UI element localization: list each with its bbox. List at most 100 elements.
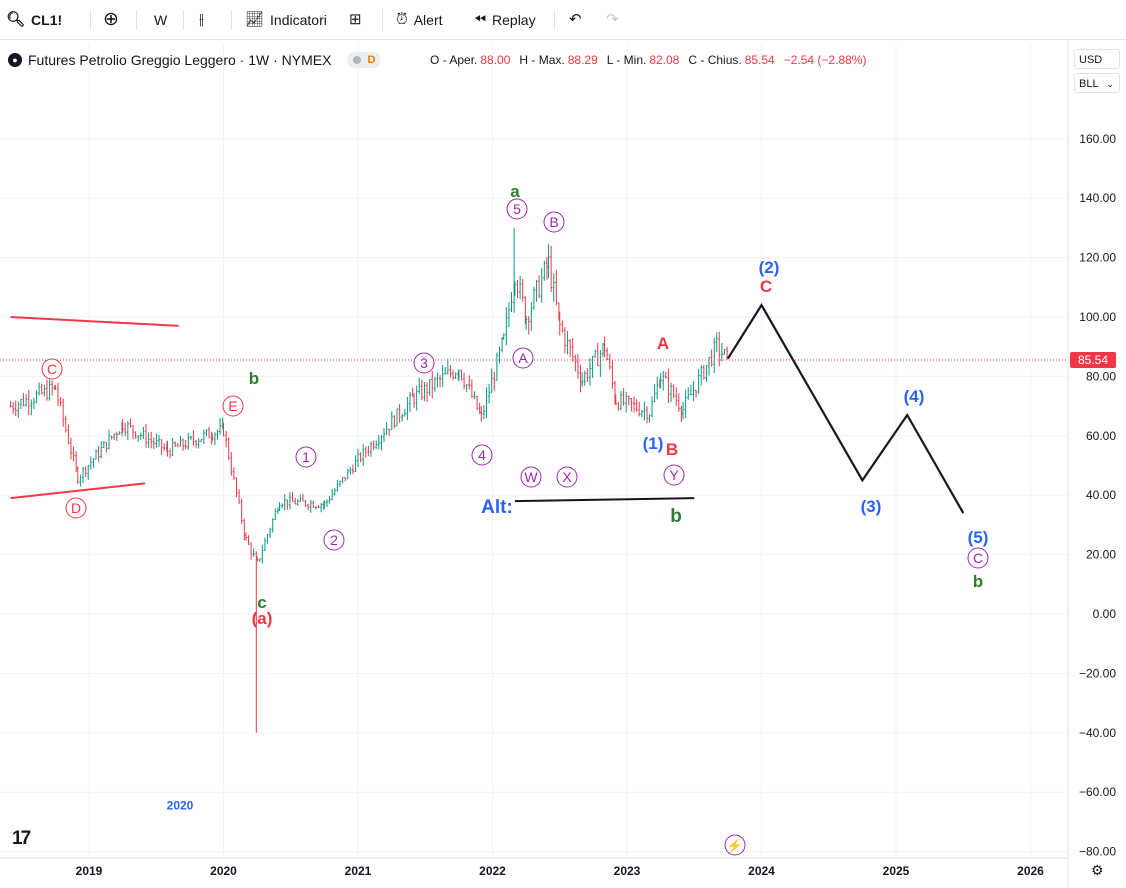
low-label: L - Min. (606, 53, 647, 67)
trendline (10, 482, 146, 500)
wave-label: (1) (643, 434, 664, 453)
symbol-search[interactable]: 🔍︎ CL1! (6, 8, 62, 32)
wave-label: (a) (252, 609, 273, 628)
indicators-button[interactable]: 📈︎ Indicatori (245, 8, 327, 32)
projection-path (726, 302, 965, 514)
trendline (10, 316, 179, 327)
replay-button[interactable]: ⏪︎ Replay (474, 8, 536, 32)
search-icon: 🔍︎ (6, 11, 26, 28)
wave-label: 3 (420, 355, 428, 371)
indicators-label: Indicatori (270, 12, 327, 28)
wave-label-circle (512, 347, 534, 369)
price-tick-label: −80.00 (1079, 845, 1116, 859)
wave-label: 2020 (167, 798, 194, 812)
time-tick-label: 2020 (210, 864, 237, 878)
status-dot (353, 56, 362, 64)
wave-label: Y (669, 467, 679, 483)
price-tick-label: 60.00 (1086, 429, 1116, 443)
chart-type-button[interactable]: ⫲ (199, 8, 204, 32)
alert-label: Alert (413, 12, 443, 28)
replay-label: Replay (492, 12, 536, 28)
wave-label-circle (295, 446, 317, 468)
chart-grid (0, 44, 1068, 858)
wave-label: (3) (861, 497, 882, 516)
undo-icon: ↶ (569, 11, 582, 28)
wave-label: X (562, 469, 572, 485)
rewind-icon: ⏪︎ (474, 11, 487, 28)
toolbar-divider (90, 10, 91, 30)
compare-button[interactable]: ⊕ (103, 8, 119, 32)
redo-button[interactable]: ↷ (606, 8, 619, 32)
wave-label: a (510, 182, 520, 201)
low-value: 82.08 (649, 53, 680, 67)
interval-button[interactable]: W (154, 8, 167, 32)
symbol-legend: ● Futures Petrolio Greggio Leggero · 1W … (8, 50, 382, 70)
price-tick-label: 140.00 (1079, 191, 1116, 205)
toolbar-divider (554, 10, 555, 30)
open-label: O - Aper. (430, 53, 478, 67)
indicators-icon: 📈︎ (245, 11, 265, 28)
close-value: 85.54 (744, 53, 775, 67)
wave-label-circle (222, 395, 244, 417)
toolbar-divider (136, 10, 137, 30)
market-status-pill[interactable]: D (347, 52, 382, 68)
wave-label: (4) (904, 387, 925, 406)
candles-layer (9, 227, 729, 733)
wave-label: b (249, 369, 259, 388)
toolbar-divider (183, 10, 184, 30)
time-tick-label: 2026 (1017, 864, 1044, 878)
unit-select[interactable]: BLL ⌄ (1074, 73, 1120, 93)
wave-label: C (973, 550, 983, 566)
redo-icon: ↷ (606, 11, 619, 28)
high-label: H - Max. (519, 53, 565, 67)
wave-label-circle (413, 352, 435, 374)
wave-label: D (71, 500, 81, 516)
wave-label: B (666, 440, 678, 459)
wave-label: C (760, 277, 772, 296)
tradingview-logo[interactable]: 17 (12, 828, 31, 849)
alarm-clock-icon: ⏰︎ (396, 11, 408, 28)
candles-icon: ⫲ (199, 11, 204, 28)
layouts-button[interactable]: ⊞ (349, 8, 362, 32)
wave-label-circle (967, 547, 989, 569)
alert-button[interactable]: ⏰︎ Alert (396, 8, 443, 32)
lightning-icon: ⚡ (727, 838, 743, 854)
wave-label-circle (65, 497, 87, 519)
interval-label: W (154, 12, 168, 28)
high-value: 88.29 (567, 53, 598, 67)
wave-label-circle (506, 198, 528, 220)
wave-label-circle (41, 358, 63, 380)
open-value: 88.00 (480, 53, 511, 67)
event-marker (724, 834, 746, 856)
wave-label: (5) (968, 528, 989, 547)
drawing-lines (0, 302, 1068, 514)
chevron-down-icon: ⌄ (1106, 79, 1114, 89)
price-tick-label: 100.00 (1079, 310, 1116, 324)
wave-label-circle (520, 466, 542, 488)
price-tick-label: 20.00 (1086, 548, 1116, 562)
top-toolbar: 🔍︎ CL1! ⊕ W ⫲ 📈︎ Indicatori ⊞ ⏰︎ Alert ⏪… (0, 0, 1126, 40)
wave-label: B (549, 214, 558, 230)
wave-label: 1 (302, 449, 310, 465)
legend-title[interactable]: Futures Petrolio Greggio Leggero · 1W · … (28, 52, 332, 68)
change-value: −2.54 (−2.88%) (783, 53, 867, 67)
close-label: C - Chius. (688, 53, 742, 67)
wave-label: c (257, 593, 266, 612)
undo-button[interactable]: ↶ (569, 8, 582, 32)
wave-label: A (518, 350, 528, 366)
wave-label: b (670, 506, 682, 527)
settings-icon[interactable]: ⚙ (1091, 862, 1104, 878)
price-tick-label: 40.00 (1086, 488, 1116, 502)
delayed-badge: D (367, 54, 376, 66)
trendline (514, 497, 695, 503)
price-tick-label: −40.00 (1079, 726, 1116, 740)
currency-select[interactable]: USD (1074, 49, 1120, 69)
wave-label-circle (323, 529, 345, 551)
currency-label: USD (1079, 54, 1103, 66)
wave-label: A (657, 334, 669, 353)
wave-label: C (47, 361, 57, 377)
price-tick-label: −60.00 (1079, 785, 1116, 799)
price-tick-label: −20.00 (1079, 666, 1116, 680)
